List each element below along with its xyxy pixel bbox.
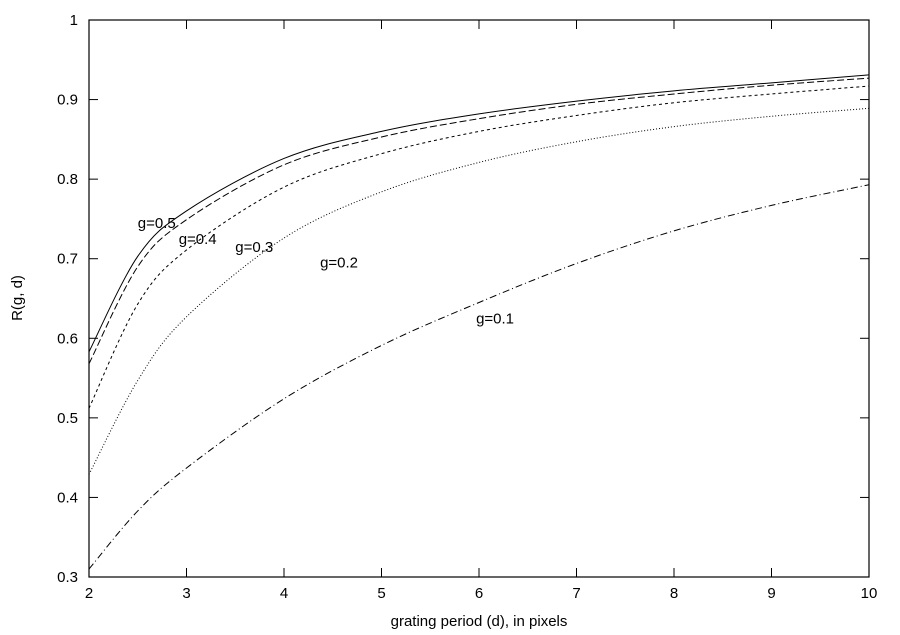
x-tick-label: 2 [85,585,93,602]
x-tick-label: 7 [572,585,580,602]
series-line-g-0-3 [88,85,870,409]
x-tick-label: 5 [377,585,385,602]
y-axis-ticks: 0.3 0.4 0.5 0.6 0.7 0.8 0.9 1 [57,12,869,586]
series-line-g-0-2 [88,107,870,475]
series-line-g-0-5 [88,74,870,353]
x-tick-label: 4 [280,585,288,602]
y-tick-label: 0.8 [57,171,78,188]
x-tick-label: 6 [475,585,483,602]
y-axis-label: R(g, d) [9,275,26,321]
curve-label: g=0.3 [235,239,273,256]
y-tick-label: 1 [70,12,78,29]
y-tick-label: 0.7 [57,251,78,268]
x-axis-label: grating period (d), in pixels [391,613,568,630]
series-curves [88,74,870,570]
curve-annotations: g=0.5g=0.4 g=0.3 g=0.2 g=0.1 [138,215,514,327]
x-tick-label: 8 [670,585,678,602]
series-line-g-0-4 [88,77,870,364]
x-tick-label: 9 [767,585,775,602]
curve-label: g=0.4 [179,231,217,248]
x-tick-label: 10 [861,585,878,602]
series-line-g-0-1 [88,184,870,570]
curve-label: g=0.5 [138,215,176,232]
curve-label: g=0.1 [476,310,514,327]
x-axis-ticks: 2 3 4 5 6 7 8 9 10 [85,20,878,602]
curve-label: g=0.2 [320,255,358,272]
y-tick-label: 0.4 [57,489,78,506]
y-tick-label: 0.9 [57,92,78,109]
y-tick-label: 0.5 [57,410,78,427]
y-tick-label: 0.3 [57,569,78,586]
y-tick-label: 0.6 [57,330,78,347]
x-tick-label: 3 [182,585,190,602]
